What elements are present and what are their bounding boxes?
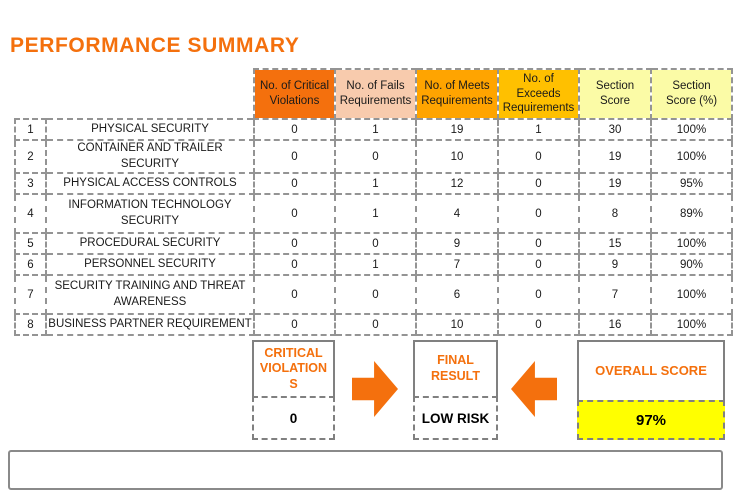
table-row: 1 PHYSICAL SECURITY 0 1 19 1 30 100%	[14, 118, 733, 141]
header-spacer	[46, 69, 254, 119]
cell-score-pct[interactable]: 100%	[650, 274, 733, 316]
row-number: 6	[14, 253, 47, 277]
page-title: PERFORMANCE SUMMARY	[10, 34, 300, 57]
table-row: 5 PROCEDURAL SECURITY 0 0 9 0 15 100%	[14, 232, 733, 256]
cell-section-name: PERSONNEL SECURITY	[45, 253, 255, 277]
overall-score-label: OVERALL SCORE	[577, 340, 725, 402]
cell-exceeds[interactable]: 0	[497, 253, 580, 277]
cell-score[interactable]: 30	[578, 118, 652, 141]
cell-critical[interactable]: 0	[253, 274, 336, 316]
table-row: 3 PHYSICAL ACCESS CONTROLS 0 1 12 0 19 9…	[14, 172, 733, 196]
critical-violations-label: CRITICAL VIOLATIONS	[252, 340, 335, 398]
row-number: 1	[14, 118, 47, 141]
cell-critical[interactable]: 0	[253, 138, 336, 175]
cell-fails[interactable]: 1	[334, 118, 417, 141]
arrow-right-icon	[352, 361, 398, 417]
cell-fails[interactable]: 1	[334, 253, 417, 277]
cell-exceeds[interactable]: 0	[497, 193, 580, 235]
final-result-label: FINAL RESULT	[413, 340, 498, 398]
row-number: 8	[14, 313, 47, 337]
bottom-panel	[8, 450, 723, 490]
cell-score[interactable]: 16	[578, 313, 652, 337]
cell-score[interactable]: 9	[578, 253, 652, 277]
row-number: 5	[14, 232, 47, 256]
cell-section-name: PROCEDURAL SECURITY	[45, 232, 255, 256]
cell-meets[interactable]: 12	[415, 172, 499, 196]
table-row: 2 CONTAINER AND TRAILER SECURITY 0 0 10 …	[14, 138, 733, 175]
col-header-meets-requirements: No. of Meets Requirements	[415, 68, 499, 120]
cell-score[interactable]: 7	[578, 274, 652, 316]
overall-score-label-text: OVERALL SCORE	[595, 362, 707, 378]
cell-meets[interactable]: 9	[415, 232, 499, 256]
cell-fails[interactable]: 0	[334, 313, 417, 337]
critical-violations-label-text: CRITICAL VIOLATIONS	[259, 345, 328, 391]
cell-fails[interactable]: 1	[334, 193, 417, 235]
cell-exceeds[interactable]: 0	[497, 313, 580, 337]
cell-score-pct[interactable]: 90%	[650, 253, 733, 277]
cell-score[interactable]: 19	[578, 138, 652, 175]
cell-section-name: PHYSICAL ACCESS CONTROLS	[45, 172, 255, 196]
table-row: 8 BUSINESS PARTNER REQUIREMENT 0 0 10 0 …	[14, 313, 733, 337]
row-number: 7	[14, 274, 47, 316]
cell-meets[interactable]: 10	[415, 138, 499, 175]
cell-score[interactable]: 15	[578, 232, 652, 256]
critical-violations-box: CRITICAL VIOLATIONS 0	[252, 340, 335, 440]
table-row: 6 PERSONNEL SECURITY 0 1 7 0 9 90%	[14, 253, 733, 277]
cell-critical[interactable]: 0	[253, 313, 336, 337]
row-number: 2	[14, 138, 47, 175]
cell-meets[interactable]: 7	[415, 253, 499, 277]
cell-critical[interactable]: 0	[253, 232, 336, 256]
cell-section-name: PHYSICAL SECURITY	[45, 118, 255, 141]
cell-fails[interactable]: 0	[334, 274, 417, 316]
col-header-fails-requirements: No. of Fails Requirements	[334, 68, 417, 120]
critical-violations-value[interactable]: 0	[252, 396, 335, 440]
cell-score-pct[interactable]: 100%	[650, 232, 733, 256]
cell-section-name: INFORMATION TECHNOLOGY SECURITY	[45, 193, 255, 235]
row-number: 4	[14, 193, 47, 235]
header-row: No. of Critical Violations No. of Fails …	[15, 68, 733, 120]
cell-section-name: SECURITY TRAINING AND THREAT AWARENESS	[45, 274, 255, 316]
cell-score[interactable]: 19	[578, 172, 652, 196]
cell-fails[interactable]: 0	[334, 232, 417, 256]
table-row: 7 SECURITY TRAINING AND THREAT AWARENESS…	[14, 274, 733, 316]
arrow-left-icon	[511, 361, 557, 417]
col-header-critical-violations: No. of Critical Violations	[253, 68, 336, 120]
cell-critical[interactable]: 0	[253, 172, 336, 196]
cell-score-pct[interactable]: 89%	[650, 193, 733, 235]
col-header-section-score: Section Score	[578, 68, 652, 120]
cell-exceeds[interactable]: 0	[497, 232, 580, 256]
overall-score-value[interactable]: 97%	[577, 400, 725, 440]
cell-score[interactable]: 8	[578, 193, 652, 235]
cell-fails[interactable]: 1	[334, 172, 417, 196]
cell-meets[interactable]: 19	[415, 118, 499, 141]
performance-table: No. of Critical Violations No. of Fails …	[14, 68, 733, 337]
cell-meets[interactable]: 4	[415, 193, 499, 235]
cell-meets[interactable]: 6	[415, 274, 499, 316]
overall-score-box: OVERALL SCORE 97%	[577, 340, 725, 440]
header-spacer	[15, 69, 46, 119]
final-result-box: FINAL RESULT LOW RISK	[413, 340, 498, 440]
cell-critical[interactable]: 0	[253, 118, 336, 141]
col-header-section-score-pct: Section Score (%)	[650, 68, 733, 120]
final-result-label-text: FINAL RESULT	[430, 353, 481, 383]
final-result-value[interactable]: LOW RISK	[413, 396, 498, 440]
cell-exceeds[interactable]: 0	[497, 172, 580, 196]
cell-score-pct[interactable]: 100%	[650, 138, 733, 175]
cell-score-pct[interactable]: 100%	[650, 118, 733, 141]
cell-fails[interactable]: 0	[334, 138, 417, 175]
cell-critical[interactable]: 0	[253, 253, 336, 277]
cell-critical[interactable]: 0	[253, 193, 336, 235]
cell-score-pct[interactable]: 100%	[650, 313, 733, 337]
cell-score-pct[interactable]: 95%	[650, 172, 733, 196]
cell-meets[interactable]: 10	[415, 313, 499, 337]
cell-exceeds[interactable]: 1	[497, 118, 580, 141]
row-number: 3	[14, 172, 47, 196]
cell-section-name: CONTAINER AND TRAILER SECURITY	[45, 138, 255, 175]
cell-exceeds[interactable]: 0	[497, 274, 580, 316]
cell-section-name: BUSINESS PARTNER REQUIREMENT	[45, 313, 255, 337]
cell-exceeds[interactable]: 0	[497, 138, 580, 175]
col-header-exceeds-requirements: No. of Exceeds Requirements	[497, 68, 580, 120]
table-row: 4 INFORMATION TECHNOLOGY SECURITY 0 1 4 …	[14, 193, 733, 235]
